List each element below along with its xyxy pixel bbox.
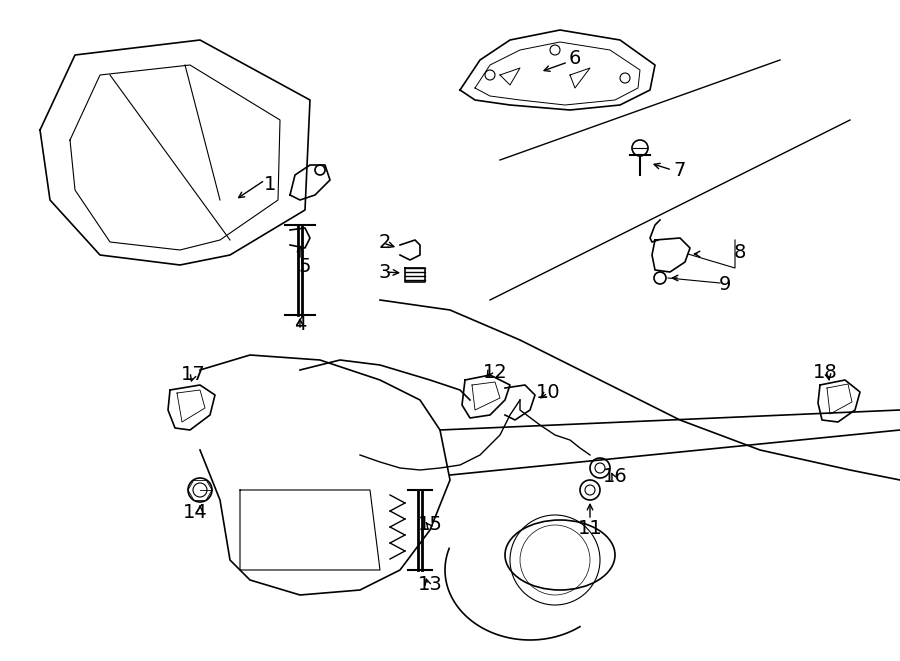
Text: 14: 14	[183, 502, 207, 522]
Text: 13: 13	[418, 576, 443, 594]
Text: 15: 15	[418, 516, 443, 535]
Text: 3: 3	[379, 262, 392, 282]
Text: 18: 18	[813, 362, 837, 381]
Text: 5: 5	[299, 258, 311, 276]
Text: 9: 9	[719, 276, 731, 295]
Text: 7: 7	[674, 161, 686, 180]
Text: 10: 10	[536, 383, 561, 403]
Text: 8: 8	[734, 243, 746, 262]
Text: 12: 12	[482, 362, 508, 381]
Text: 1: 1	[264, 176, 276, 194]
Text: 6: 6	[569, 48, 581, 67]
Text: 17: 17	[181, 366, 205, 385]
Text: 4: 4	[293, 315, 306, 334]
Text: 2: 2	[379, 233, 392, 253]
Text: 11: 11	[578, 518, 602, 537]
Text: 16: 16	[603, 467, 627, 486]
